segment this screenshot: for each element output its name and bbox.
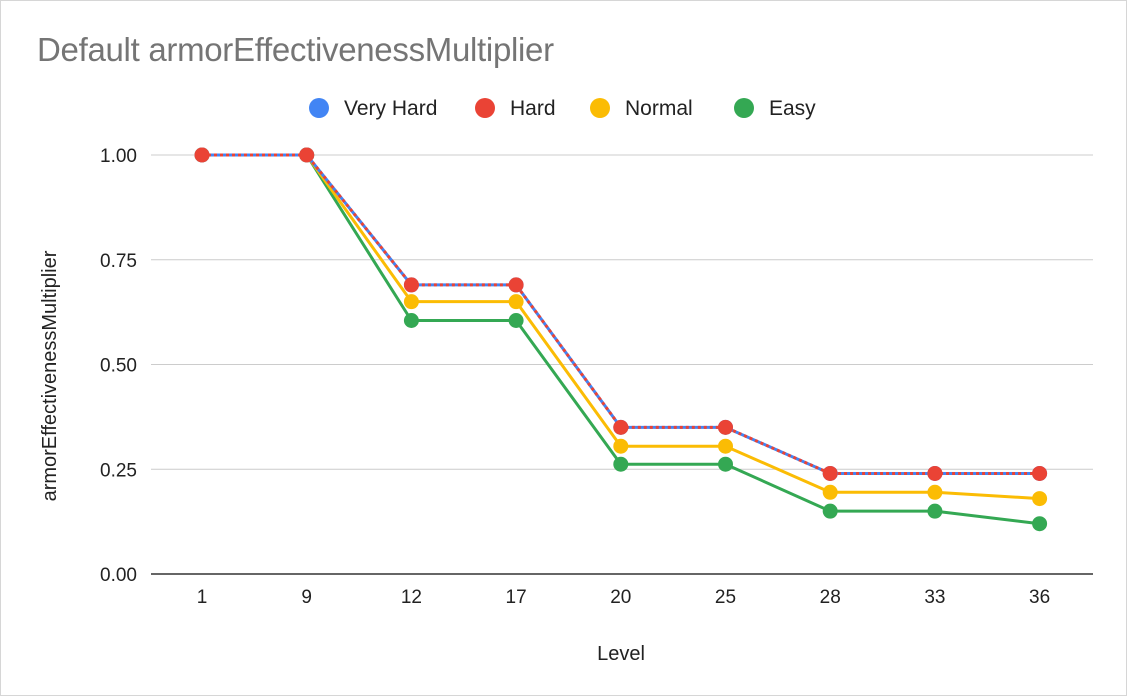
legend-marker: [734, 98, 754, 118]
data-point[interactable]: [613, 419, 629, 435]
data-point[interactable]: [508, 277, 524, 293]
legend-marker: [590, 98, 610, 118]
y-tick-label: 0.50: [100, 356, 137, 377]
legend-item[interactable]: Very Hard: [309, 97, 437, 120]
x-tick-label: 28: [820, 587, 841, 608]
data-point[interactable]: [1032, 491, 1048, 507]
legend-label: Very Hard: [344, 97, 437, 120]
x-tick-label: 1: [197, 587, 208, 608]
data-point[interactable]: [822, 503, 838, 519]
data-point[interactable]: [613, 438, 629, 454]
data-point[interactable]: [508, 313, 524, 329]
data-point[interactable]: [718, 419, 733, 435]
data-point[interactable]: [927, 484, 943, 500]
data-point[interactable]: [194, 147, 210, 163]
data-point[interactable]: [613, 456, 629, 472]
legend-item[interactable]: Normal: [590, 97, 693, 120]
y-tick-label: 0.00: [100, 565, 137, 586]
legend-label: Hard: [510, 97, 556, 120]
data-point[interactable]: [403, 313, 419, 329]
data-point[interactable]: [1032, 516, 1048, 532]
data-point[interactable]: [403, 294, 419, 310]
series-hard: [194, 147, 1048, 481]
legend-item[interactable]: Easy: [734, 97, 816, 120]
axis-layer: 0.00 0.25 0.50 0.75 1.00 1 9 12 17 20 25 28 33 36: [100, 146, 1093, 608]
legend-marker: [309, 98, 329, 118]
y-axis-title: armorEffectivenessMultiplier: [39, 250, 61, 501]
data-point[interactable]: [1032, 465, 1048, 481]
data-point[interactable]: [718, 456, 733, 472]
data-point[interactable]: [822, 465, 838, 481]
x-tick-label: 9: [301, 587, 312, 608]
x-tick-label: 33: [924, 587, 945, 608]
x-tick-label: 20: [610, 587, 631, 608]
data-point[interactable]: [299, 147, 315, 163]
legend-marker: [475, 98, 495, 118]
data-point[interactable]: [927, 503, 943, 519]
series-normal: [194, 147, 1048, 507]
data-point[interactable]: [822, 484, 838, 500]
x-tick-label: 25: [715, 587, 736, 608]
data-point[interactable]: [927, 465, 943, 481]
legend[interactable]: Very Hard Hard Normal Easy: [309, 97, 816, 120]
legend-label: Normal: [625, 97, 693, 120]
y-tick-label: 1.00: [100, 146, 137, 167]
x-tick-label: 36: [1029, 587, 1050, 608]
x-tick-label: 17: [506, 587, 527, 608]
data-point[interactable]: [718, 438, 733, 454]
chart-title: Default armorEffectivenessMultiplier: [37, 31, 554, 68]
legend-item[interactable]: Hard: [475, 97, 556, 120]
series-layer: [194, 147, 1048, 532]
x-tick-label: 12: [401, 587, 422, 608]
y-tick-label: 0.25: [100, 460, 137, 481]
y-tick-label: 0.75: [100, 251, 137, 272]
data-point[interactable]: [403, 277, 419, 293]
x-axis-title: Level: [597, 643, 645, 665]
legend-label: Easy: [769, 97, 816, 120]
data-point[interactable]: [508, 294, 524, 310]
